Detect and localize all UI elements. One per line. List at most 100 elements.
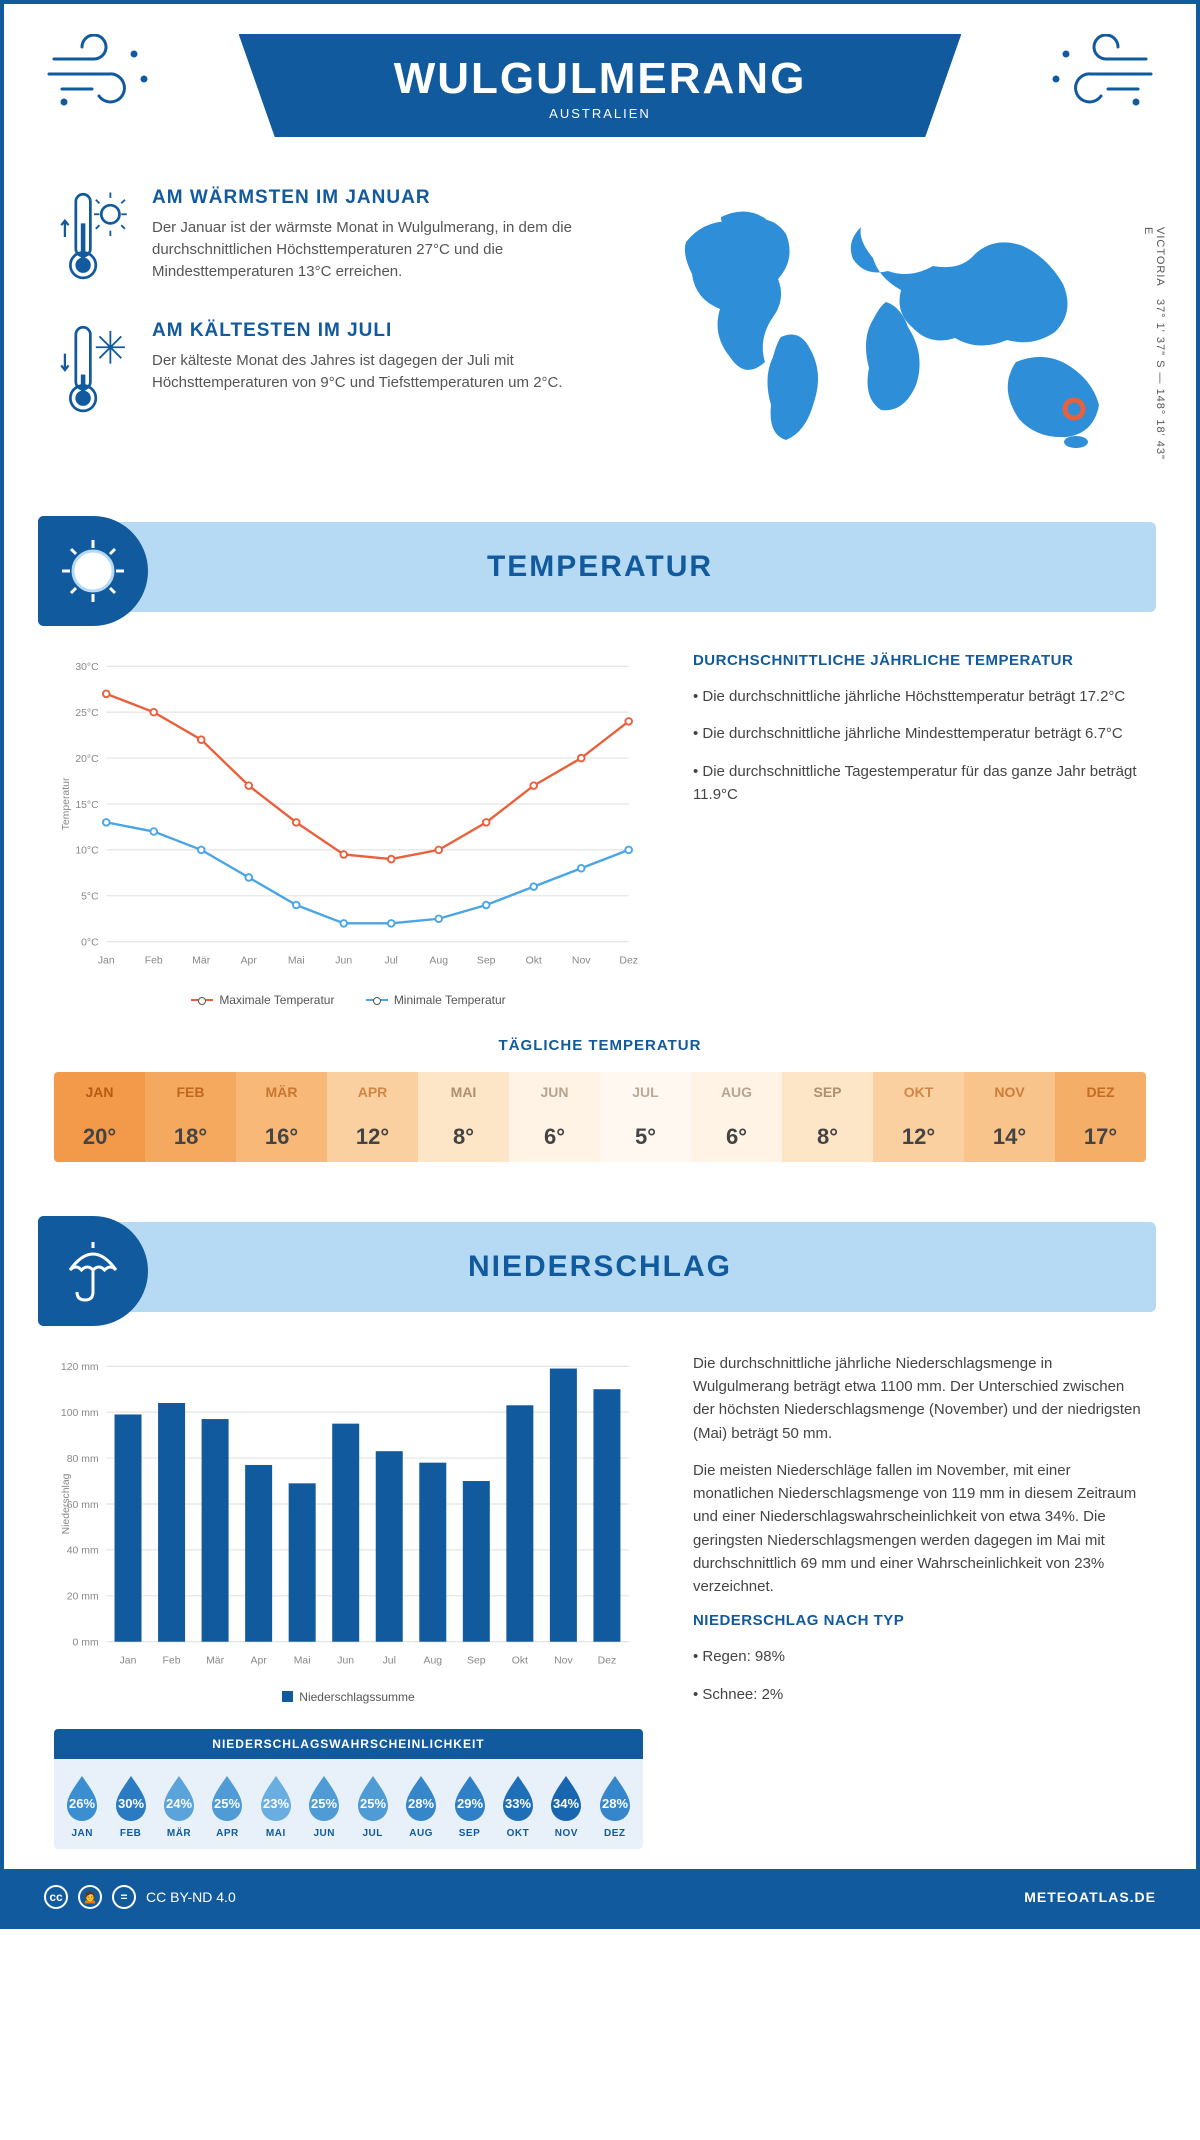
svg-text:23%: 23% bbox=[263, 1796, 289, 1811]
svg-text:Niederschlag: Niederschlag bbox=[61, 1473, 72, 1534]
prob-drop: 25%APR bbox=[203, 1773, 251, 1839]
svg-text:Jan: Jan bbox=[120, 1656, 137, 1667]
svg-text:20°C: 20°C bbox=[75, 754, 99, 765]
intro-text-column: AM WÄRMSTEN IM JANUAR Der Januar ist der… bbox=[54, 187, 606, 472]
temp-month-header: OKT bbox=[873, 1072, 964, 1112]
footer-site: METEOATLAS.DE bbox=[1024, 1889, 1156, 1905]
prob-drop: 33%OKT bbox=[494, 1773, 542, 1839]
svg-text:80 mm: 80 mm bbox=[67, 1454, 99, 1465]
svg-text:15°C: 15°C bbox=[75, 800, 99, 811]
precip-heading: NIEDERSCHLAG bbox=[44, 1250, 1156, 1284]
prob-drop: 25%JUN bbox=[300, 1773, 348, 1839]
legend-min: Minimale Temperatur bbox=[394, 993, 506, 1007]
svg-text:Jun: Jun bbox=[335, 956, 352, 967]
nd-icon: = bbox=[112, 1885, 136, 1909]
temp-month-value: 6° bbox=[509, 1112, 600, 1162]
temp-month-value: 18° bbox=[145, 1112, 236, 1162]
temp-month-header: APR bbox=[327, 1072, 418, 1112]
lat-label: 37° 1' 37" S bbox=[1154, 299, 1166, 369]
prob-drop: 26%JAN bbox=[58, 1773, 106, 1839]
prob-drop: 28%AUG bbox=[397, 1773, 445, 1839]
svg-text:Dez: Dez bbox=[619, 956, 638, 967]
sun-icon bbox=[38, 516, 148, 626]
warmest-block: AM WÄRMSTEN IM JANUAR Der Januar ist der… bbox=[54, 187, 606, 292]
temp-month-value: 20° bbox=[54, 1112, 145, 1162]
svg-text:25°C: 25°C bbox=[75, 708, 99, 719]
footer: cc 🙍 = CC BY-ND 4.0 METEOATLAS.DE bbox=[4, 1869, 1196, 1925]
svg-text:33%: 33% bbox=[505, 1796, 531, 1811]
svg-text:Mär: Mär bbox=[192, 956, 210, 967]
header: WULGULMERANG AUSTRALIEN bbox=[4, 4, 1196, 147]
svg-text:29%: 29% bbox=[456, 1796, 482, 1811]
svg-text:40 mm: 40 mm bbox=[67, 1546, 99, 1557]
precip-type-title: NIEDERSCHLAG NACH TYP bbox=[693, 1612, 1146, 1629]
temp-bullets: Die durchschnittliche jährliche Höchstte… bbox=[693, 685, 1146, 806]
country-subtitle: AUSTRALIEN bbox=[319, 106, 882, 121]
temp-month-value: 12° bbox=[873, 1112, 964, 1162]
svg-text:30%: 30% bbox=[118, 1796, 144, 1811]
precip-chart-col: 0 mm20 mm40 mm60 mm80 mm100 mm120 mmJanF… bbox=[54, 1352, 643, 1849]
prob-row: 26%JAN30%FEB24%MÄR25%APR23%MAI25%JUN25%J… bbox=[54, 1759, 643, 1849]
svg-text:Feb: Feb bbox=[163, 1656, 181, 1667]
prob-drop: 23%MAI bbox=[252, 1773, 300, 1839]
prob-drop: 34%NOV bbox=[542, 1773, 590, 1839]
precip-legend: Niederschlagssumme bbox=[54, 1690, 643, 1706]
svg-text:Apr: Apr bbox=[241, 956, 258, 967]
precip-type-bullet: Schnee: 2% bbox=[693, 1683, 1146, 1706]
daily-temp-table: JANFEBMÄRAPRMAIJUNJULAUGSEPOKTNOVDEZ20°1… bbox=[54, 1072, 1146, 1162]
warmest-title: AM WÄRMSTEN IM JANUAR bbox=[152, 187, 606, 209]
wind-icon-left bbox=[44, 34, 174, 114]
prob-drop: 30%FEB bbox=[106, 1773, 154, 1839]
svg-text:24%: 24% bbox=[166, 1796, 192, 1811]
svg-text:25%: 25% bbox=[311, 1796, 337, 1811]
cc-icon: cc bbox=[44, 1885, 68, 1909]
svg-text:Aug: Aug bbox=[429, 956, 448, 967]
region-label: VICTORIA bbox=[1154, 227, 1166, 287]
temp-month-header: DEZ bbox=[1055, 1072, 1146, 1112]
svg-text:120 mm: 120 mm bbox=[61, 1362, 99, 1373]
temp-heading: TEMPERATUR bbox=[44, 550, 1156, 584]
temp-month-value: 14° bbox=[964, 1112, 1055, 1162]
precip-text-1: Die durchschnittliche jährliche Niedersc… bbox=[693, 1352, 1146, 1445]
svg-text:Feb: Feb bbox=[145, 956, 163, 967]
temp-month-header: JUL bbox=[600, 1072, 691, 1112]
svg-text:25%: 25% bbox=[214, 1796, 240, 1811]
svg-text:Temperatur: Temperatur bbox=[61, 777, 72, 830]
svg-text:Jul: Jul bbox=[383, 1656, 396, 1667]
svg-text:Sep: Sep bbox=[477, 956, 496, 967]
title-banner: WULGULMERANG AUSTRALIEN bbox=[239, 34, 962, 137]
temp-bullet: Die durchschnittliche jährliche Höchstte… bbox=[693, 685, 1146, 708]
svg-text:Sep: Sep bbox=[467, 1656, 486, 1667]
page: WULGULMERANG AUSTRALIEN bbox=[0, 0, 1200, 1929]
svg-text:10°C: 10°C bbox=[75, 846, 99, 857]
temp-section-body: 0°C5°C10°C15°C20°C25°C30°CJanFebMärAprMa… bbox=[4, 612, 1196, 1027]
thermometer-cold-icon bbox=[54, 320, 134, 425]
prob-drop: 29%SEP bbox=[445, 1773, 493, 1839]
temp-summary-title: DURCHSCHNITTLICHE JÄHRLICHE TEMPERATUR bbox=[693, 652, 1146, 669]
svg-text:Jan: Jan bbox=[98, 956, 115, 967]
temp-bullet: Die durchschnittliche Tagestemperatur fü… bbox=[693, 760, 1146, 807]
footer-license: cc 🙍 = CC BY-ND 4.0 bbox=[44, 1885, 236, 1909]
svg-text:Nov: Nov bbox=[554, 1656, 573, 1667]
temp-month-value: 8° bbox=[782, 1112, 873, 1162]
temp-month-value: 8° bbox=[418, 1112, 509, 1162]
temp-month-value: 12° bbox=[327, 1112, 418, 1162]
svg-text:Jul: Jul bbox=[385, 956, 398, 967]
temp-month-header: MAI bbox=[418, 1072, 509, 1112]
temp-month-value: 16° bbox=[236, 1112, 327, 1162]
temp-section-header: TEMPERATUR bbox=[44, 522, 1156, 612]
precip-type-bullet: Regen: 98% bbox=[693, 1645, 1146, 1668]
temp-month-header: NOV bbox=[964, 1072, 1055, 1112]
location-title: WULGULMERANG bbox=[319, 54, 882, 104]
legend-max: Maximale Temperatur bbox=[219, 993, 334, 1007]
precip-probability: NIEDERSCHLAGSWAHRSCHEINLICHKEIT 26%JAN30… bbox=[54, 1729, 643, 1849]
svg-text:34%: 34% bbox=[553, 1796, 579, 1811]
world-map: VICTORIA 37° 1' 37" S — 148° 18' 43" E bbox=[646, 187, 1146, 472]
precip-text-2: Die meisten Niederschläge fallen im Nove… bbox=[693, 1459, 1146, 1599]
temperature-line-chart: 0°C5°C10°C15°C20°C25°C30°CJanFebMärAprMa… bbox=[54, 652, 643, 975]
by-icon: 🙍 bbox=[78, 1885, 102, 1909]
coordinates: VICTORIA 37° 1' 37" S — 148° 18' 43" E bbox=[1142, 227, 1166, 472]
temp-month-header: JAN bbox=[54, 1072, 145, 1112]
intro-section: AM WÄRMSTEN IM JANUAR Der Januar ist der… bbox=[4, 147, 1196, 502]
precip-text: Die durchschnittliche jährliche Niedersc… bbox=[693, 1352, 1146, 1849]
